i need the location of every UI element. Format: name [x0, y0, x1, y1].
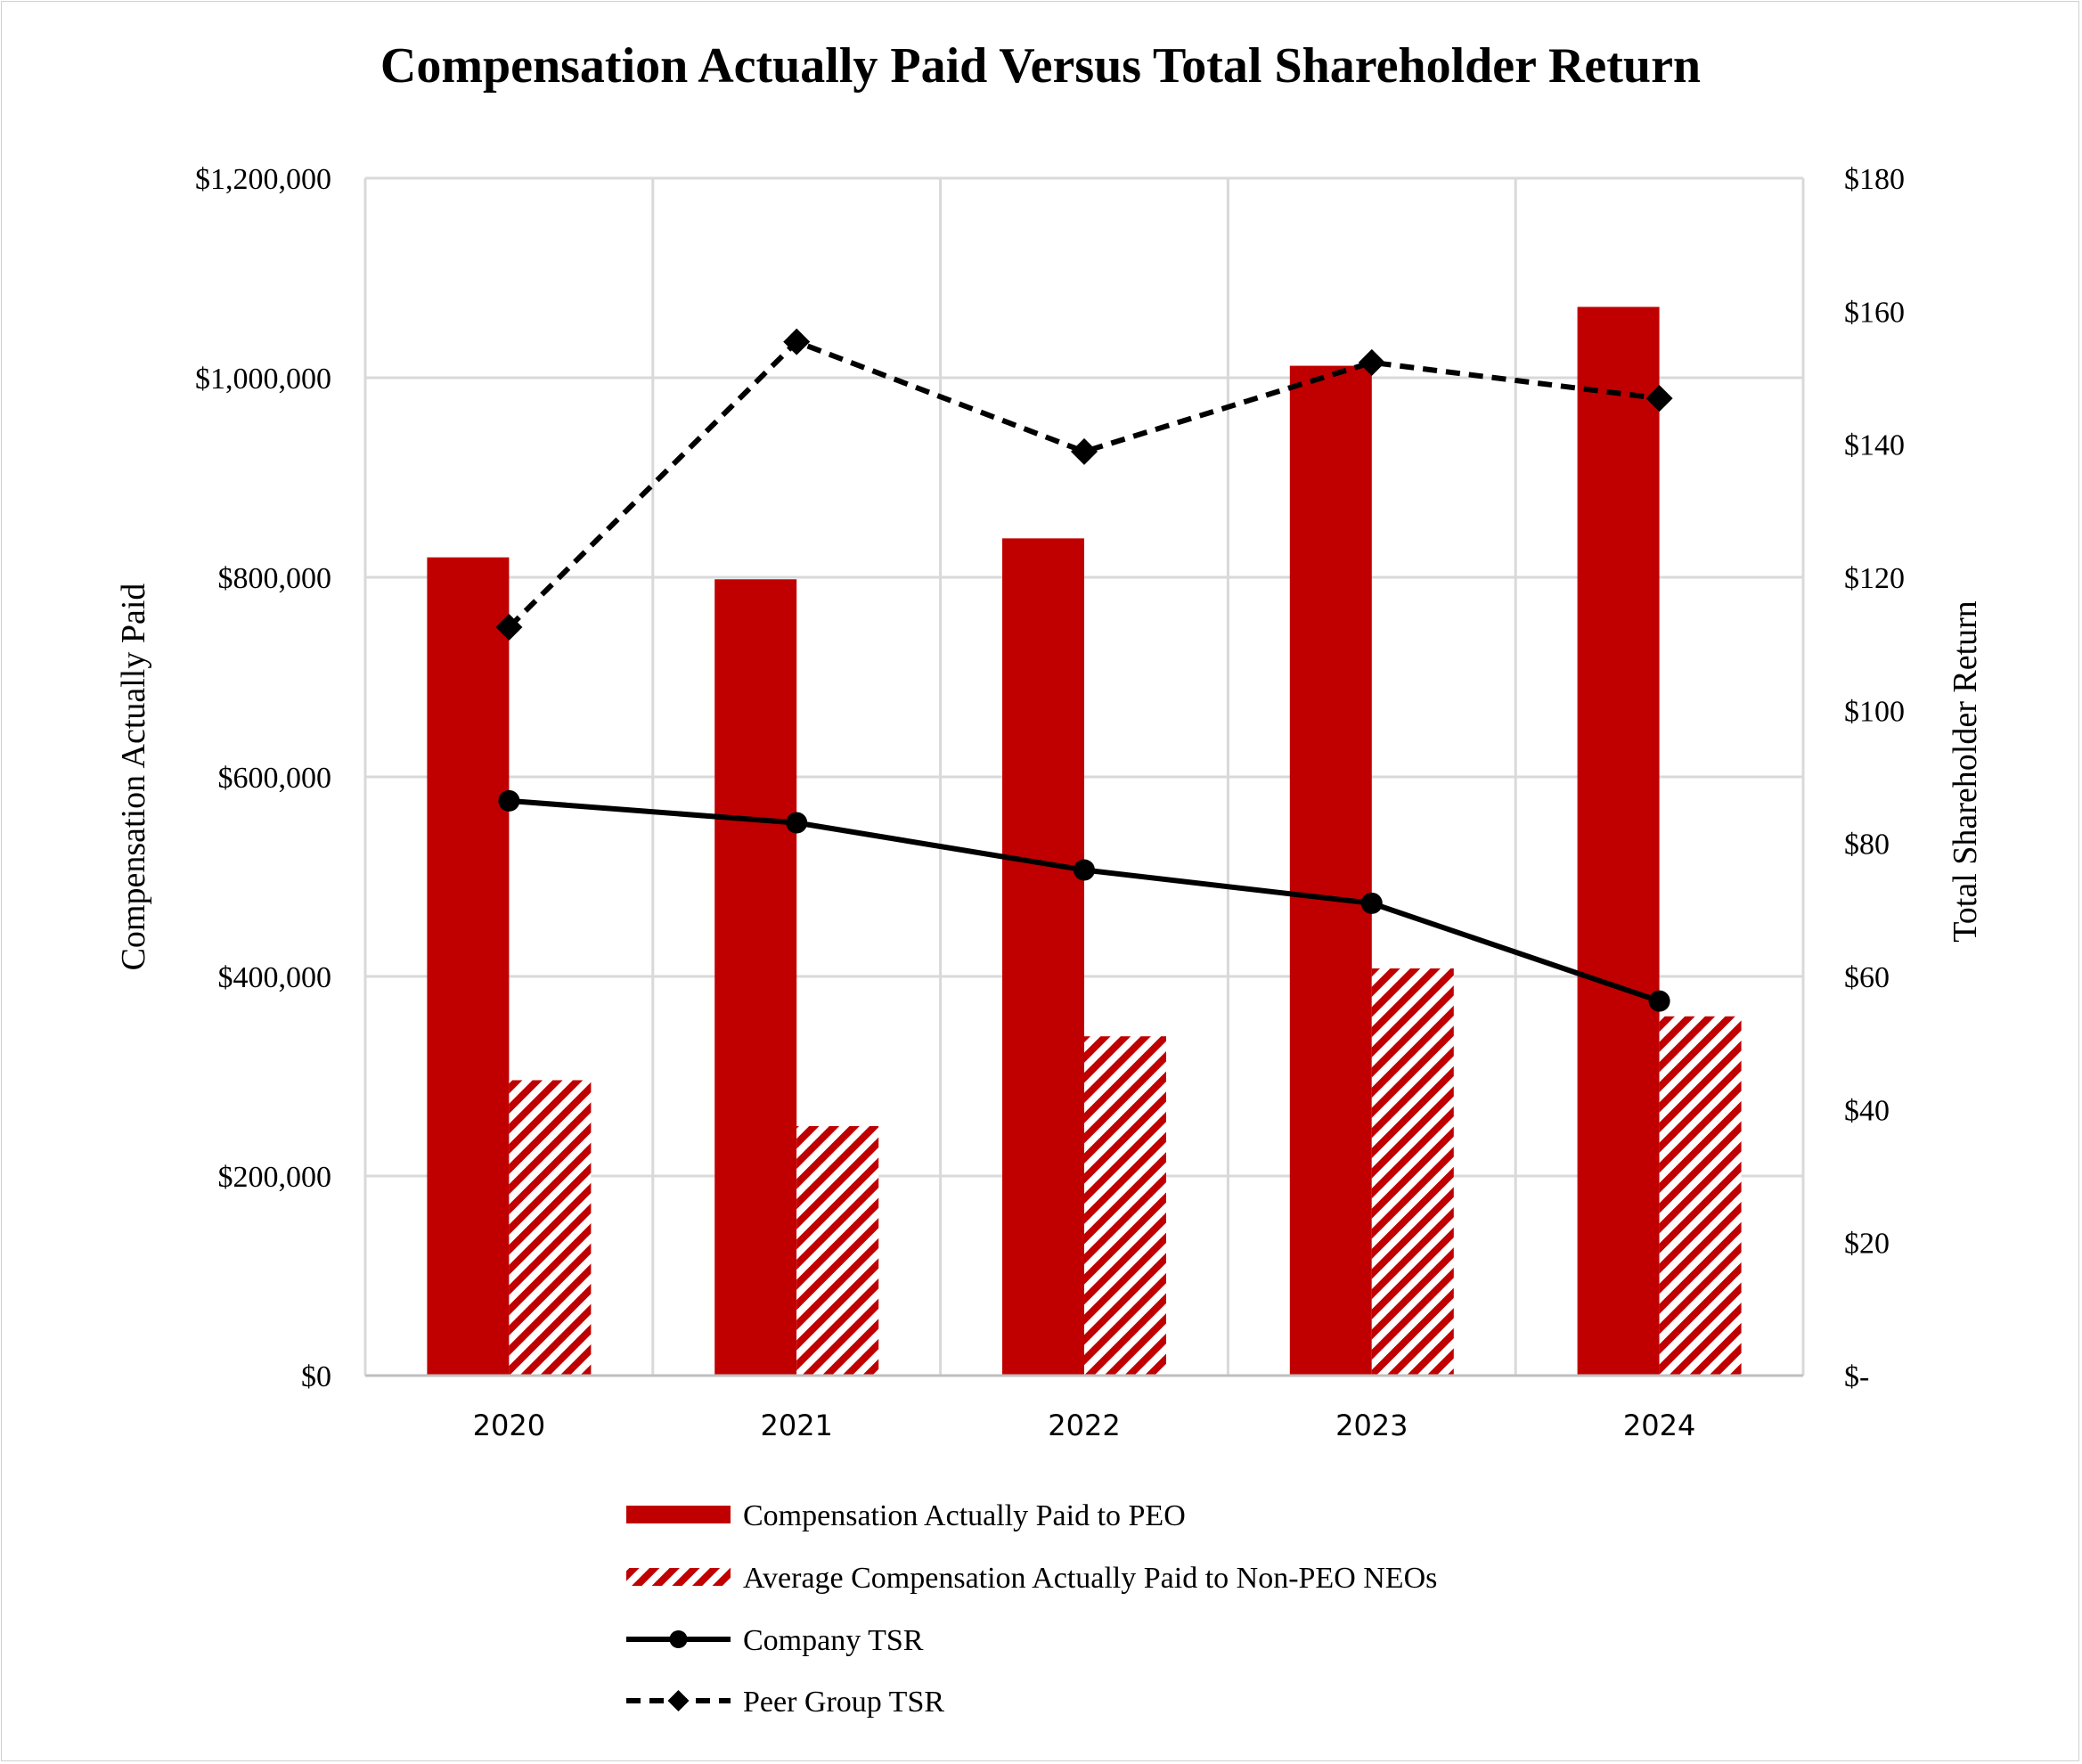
point-company-tsr-2021	[786, 812, 808, 834]
bar-peo-2021	[714, 579, 797, 1376]
point-peer-tsr-2024	[1645, 385, 1673, 412]
y-right-tick-label: $160	[1844, 296, 1905, 329]
y-right-tick-label: $80	[1844, 829, 1890, 862]
y-left-tick-label: $600,000	[218, 762, 332, 795]
bar-non-peo-2021	[796, 1126, 879, 1376]
bar-peo-2024	[1577, 306, 1660, 1376]
y-left-tick-label: $800,000	[218, 562, 332, 595]
point-peer-tsr-2022	[1071, 437, 1098, 465]
bar-non-peo-2024	[1659, 1016, 1742, 1376]
bar-peo-2022	[1002, 538, 1084, 1376]
y-right-tick-label: $100	[1844, 695, 1905, 728]
bar-peo-2020	[427, 557, 510, 1376]
legend-label: Company TSR	[743, 1624, 924, 1657]
legend-label: Average Compensation Actually Paid to No…	[743, 1562, 1437, 1595]
x-tick-label: 2022	[1048, 1409, 1120, 1442]
point-company-tsr-2023	[1360, 892, 1383, 914]
y-right-tick-label: $-	[1844, 1360, 1869, 1393]
x-tick-label: 2020	[473, 1409, 545, 1442]
legend-label: Compensation Actually Paid to PEO	[743, 1499, 1186, 1532]
point-company-tsr-2020	[498, 789, 520, 812]
bar-peo-2023	[1289, 365, 1372, 1376]
bar-non-peo-2020	[509, 1080, 592, 1376]
y-left-tick-label: $1,200,000	[195, 163, 331, 196]
y-left-tick-label: $1,000,000	[195, 363, 331, 396]
y-left-tick-label: $200,000	[218, 1161, 332, 1194]
legend-label: Peer Group TSR	[743, 1686, 944, 1719]
y-right-tick-label: $60	[1844, 961, 1890, 994]
bar-non-peo-2022	[1084, 1036, 1166, 1376]
point-company-tsr-2024	[1648, 990, 1670, 1012]
point-peer-tsr-2020	[495, 614, 523, 641]
y-right-tick-label: $40	[1844, 1094, 1890, 1127]
point-peer-tsr-2021	[783, 328, 811, 355]
y-right-tick-label: $120	[1844, 562, 1905, 595]
chart-title: Compensation Actually Paid Versus Total …	[380, 38, 1701, 94]
legend-swatch-0	[626, 1506, 731, 1523]
y-left-tick-label: $400,000	[218, 961, 332, 994]
y-left-tick-label: $0	[301, 1360, 331, 1393]
x-tick-label: 2023	[1335, 1409, 1408, 1442]
legend-swatch-1	[626, 1568, 731, 1586]
x-tick-label: 2024	[1623, 1409, 1695, 1442]
y-left-axis-label: Compensation Actually Paid	[115, 584, 152, 971]
x-tick-label: 2021	[760, 1409, 832, 1442]
y-right-axis-label: Total Shareholder Return	[1947, 600, 1984, 943]
y-right-tick-label: $20	[1844, 1228, 1890, 1261]
y-right-tick-label: $140	[1844, 429, 1905, 462]
legend: Compensation Actually Paid to PEO Average…	[626, 1499, 1437, 1719]
y-right-tick-label: $180	[1844, 163, 1905, 196]
point-company-tsr-2022	[1074, 859, 1095, 881]
legend-marker-circle-icon	[669, 1630, 688, 1648]
bar-non-peo-2023	[1371, 968, 1454, 1376]
point-peer-tsr-2023	[1358, 348, 1385, 376]
legend-marker-diamond-icon	[667, 1690, 690, 1711]
